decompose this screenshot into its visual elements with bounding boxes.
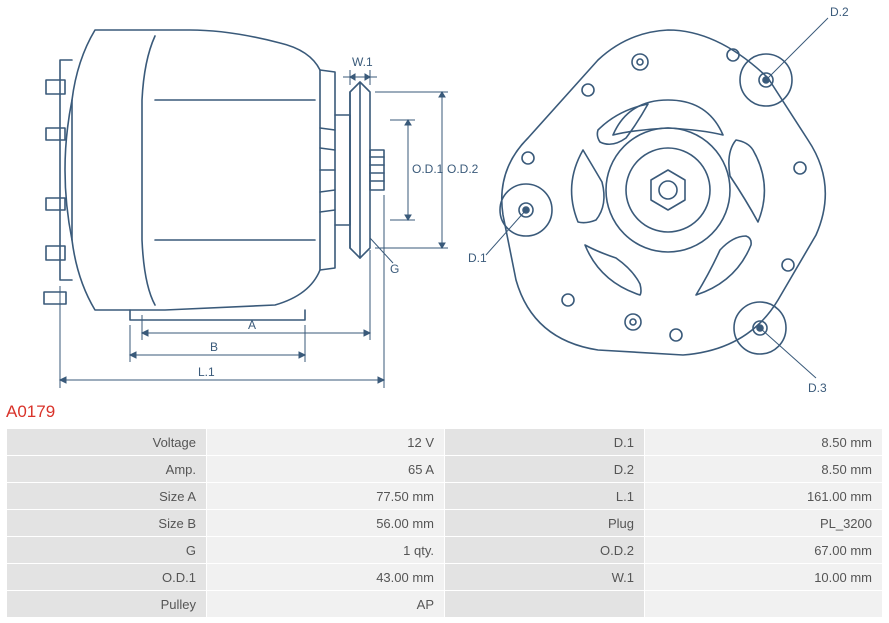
spec-label: Pulley (7, 591, 207, 618)
table-row: G1 qty.O.D.267.00 mm (7, 537, 883, 564)
spec-label: G (7, 537, 207, 564)
spec-table-body: Voltage12 VD.18.50 mmAmp.65 AD.28.50 mmS… (7, 429, 883, 618)
label-d2: D.2 (830, 5, 849, 19)
spec-value: AP (207, 591, 445, 618)
page: W.1 O.D.1 O.D.2 G A B L.1 (0, 0, 889, 623)
spec-value: 77.50 mm (207, 483, 445, 510)
part-number: A0179 (6, 402, 55, 422)
alternator-front-view: D.1 D.2 D.3 (468, 0, 888, 400)
spec-label: D.2 (445, 456, 645, 483)
table-row: Size B56.00 mmPlugPL_3200 (7, 510, 883, 537)
spec-value: 161.00 mm (645, 483, 883, 510)
spec-value (645, 591, 883, 618)
spec-label: O.D.2 (445, 537, 645, 564)
spec-label: D.1 (445, 429, 645, 456)
label-od1: O.D.1 (412, 162, 444, 176)
spec-value: 12 V (207, 429, 445, 456)
spec-label (445, 591, 645, 618)
label-g: G (390, 262, 399, 276)
label-a: A (248, 318, 256, 332)
spec-value: 56.00 mm (207, 510, 445, 537)
spec-value: 8.50 mm (645, 456, 883, 483)
label-d3: D.3 (808, 381, 827, 395)
spec-label: Plug (445, 510, 645, 537)
spec-label: W.1 (445, 564, 645, 591)
spec-value: 65 A (207, 456, 445, 483)
diagram-area: W.1 O.D.1 O.D.2 G A B L.1 (0, 0, 889, 400)
spec-label: Size B (7, 510, 207, 537)
spec-label: Voltage (7, 429, 207, 456)
spec-value: 67.00 mm (645, 537, 883, 564)
table-row: PulleyAP (7, 591, 883, 618)
spec-label: L.1 (445, 483, 645, 510)
label-b: B (210, 340, 218, 354)
table-row: Size A77.50 mmL.1161.00 mm (7, 483, 883, 510)
spec-value: PL_3200 (645, 510, 883, 537)
spec-value: 1 qty. (207, 537, 445, 564)
spec-table: Voltage12 VD.18.50 mmAmp.65 AD.28.50 mmS… (6, 428, 883, 618)
table-row: O.D.143.00 mmW.110.00 mm (7, 564, 883, 591)
spec-label: O.D.1 (7, 564, 207, 591)
label-l1: L.1 (198, 365, 215, 379)
label-w1: W.1 (352, 55, 373, 69)
label-d1: D.1 (468, 251, 487, 265)
table-row: Voltage12 VD.18.50 mm (7, 429, 883, 456)
alternator-side-view: W.1 O.D.1 O.D.2 G A B L.1 (0, 0, 480, 400)
spec-label: Size A (7, 483, 207, 510)
table-row: Amp.65 AD.28.50 mm (7, 456, 883, 483)
spec-value: 10.00 mm (645, 564, 883, 591)
spec-label: Amp. (7, 456, 207, 483)
spec-value: 8.50 mm (645, 429, 883, 456)
spec-value: 43.00 mm (207, 564, 445, 591)
